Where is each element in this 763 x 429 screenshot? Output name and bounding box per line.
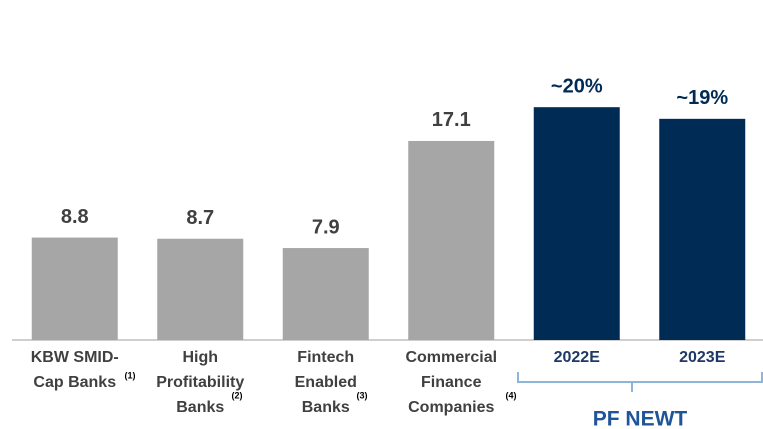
value-label: ~20% [551,75,603,97]
x-tick-label: 2022E [554,349,601,366]
x-tick-label: Companies [408,399,494,416]
footnote-mark: (1) [125,370,136,380]
bar [533,107,620,340]
value-label: 8.7 [186,207,214,229]
bar [31,237,118,340]
bar [408,140,495,340]
bar [282,248,369,340]
x-tick-label: Finance [421,374,482,391]
value-label: ~19% [676,87,728,109]
x-tick-label: Banks [176,399,224,416]
bar [659,118,746,340]
value-label: 17.1 [432,109,471,131]
footnote-mark: (4) [506,390,517,400]
x-tick-label: High [182,349,218,366]
x-tick-label: Enabled [295,374,357,391]
value-label: 8.8 [61,206,89,228]
group-bracket [517,372,763,392]
value-label: 7.9 [312,216,340,238]
group-label: PF NEWT [593,408,688,429]
x-tick-label: 2023E [679,349,726,366]
x-tick-label: Commercial [405,349,497,366]
footnote-mark: (2) [232,390,243,400]
footnote-mark: (3) [357,390,368,400]
x-tick-label: KBW SMID- [31,349,119,366]
x-tick-label: Cap Banks [33,374,116,391]
x-tick-label: Profitability [156,374,244,391]
bar [157,238,244,340]
x-tick-label: Fintech [297,349,354,366]
x-tick-label: Banks [302,399,350,416]
